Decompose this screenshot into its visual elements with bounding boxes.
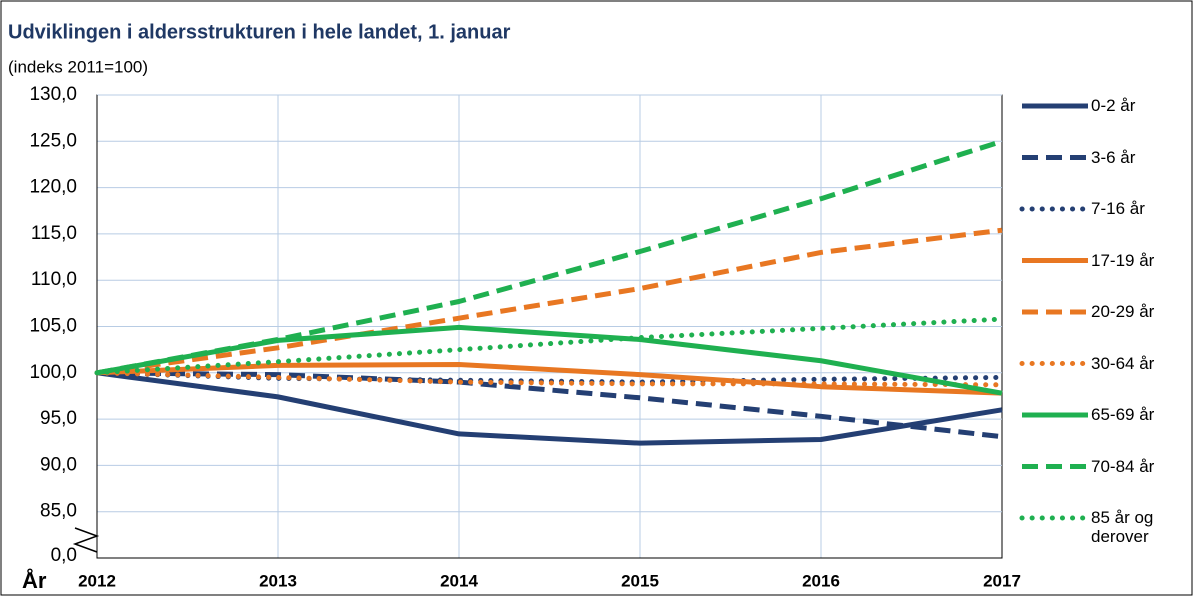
legend-label: 70-84 år	[1091, 456, 1155, 476]
series-line	[96, 361, 1003, 396]
series-line	[96, 370, 1003, 446]
x-tick-label: 2017	[983, 571, 1021, 590]
y-tick-label: 100,0	[29, 362, 77, 383]
y-tick-label: 105,0	[29, 316, 77, 337]
x-tick-label: 2016	[802, 571, 840, 590]
y-tick-label: 110,0	[31, 269, 77, 290]
legend-label: 3-6 år	[1091, 147, 1136, 167]
legend-label: 30-64 år	[1091, 353, 1155, 373]
legend-label: 20-29 år	[1091, 302, 1155, 321]
series-line	[94, 370, 1005, 388]
x-tick-label: 2013	[259, 571, 297, 590]
legend-label: 7-16 år	[1091, 199, 1145, 218]
y-tick-label: 90,0	[40, 454, 77, 475]
x-tick-label: 2015	[621, 571, 659, 590]
x-axis-label: År	[22, 567, 47, 593]
y-tick-label: 85,0	[40, 501, 77, 522]
x-tick-label: 2014	[440, 571, 478, 590]
y-tick-label: 120,0	[29, 177, 77, 198]
legend-label: 17-19 år	[1091, 250, 1155, 270]
axis-break	[72, 527, 100, 553]
legend-label: 65-69 år	[1091, 405, 1155, 424]
series-line	[96, 227, 1003, 376]
y-tick-label: 115,0	[31, 223, 77, 244]
y-break-label: 0,0	[51, 545, 77, 566]
y-tick-label: 130,0	[29, 84, 77, 105]
chart-title: Udviklingen i aldersstrukturen i hele la…	[8, 21, 511, 43]
y-tick-label: 95,0	[40, 408, 77, 429]
legend-label: 0-2 år	[1091, 96, 1136, 115]
chart-subtitle: (indeks 2011=100)	[8, 57, 148, 76]
series-line	[94, 316, 1005, 376]
x-tick-label: 2012	[78, 571, 116, 590]
series-line	[96, 138, 1003, 376]
legend-label: 85 år og derover	[1091, 508, 1154, 546]
y-tick-label: 125,0	[29, 130, 77, 151]
